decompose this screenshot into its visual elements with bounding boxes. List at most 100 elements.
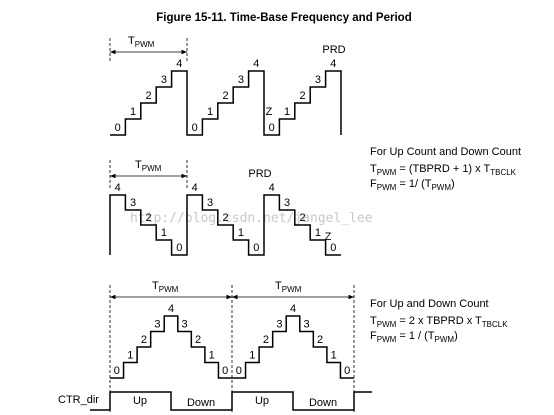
text-run: = (TBPRD + 1) x T [396, 163, 490, 175]
level-label: 4 [290, 303, 296, 315]
level-label: 3 [181, 319, 187, 331]
level-label: 0 [236, 365, 242, 377]
subscript: PWM [282, 285, 302, 294]
subscript: PWM [159, 285, 179, 294]
level-label: 0 [222, 365, 228, 377]
level-label: 0 [344, 365, 350, 377]
text-run: = 2 x TBPRD x T [396, 315, 482, 327]
level-label: 2 [222, 212, 228, 224]
text-run: T [152, 280, 159, 292]
level-label: 2 [299, 90, 305, 102]
zero-label: Z [325, 231, 332, 243]
ctr-dir-phase: Up [255, 395, 269, 407]
figure-title: Figure 15-11. Time-Base Frequency and Pe… [156, 12, 411, 24]
level-label: 1 [249, 350, 255, 362]
subscript: PWM [377, 183, 397, 192]
level-label: 4 [168, 303, 174, 315]
text-run: F [370, 330, 377, 342]
ctr-dir-label: CTR_dir [58, 394, 99, 406]
level-label: 3 [130, 197, 136, 209]
level-label: 2 [195, 334, 201, 346]
formula: FPWM = 1 / (TPWM) [370, 330, 458, 344]
text-run: T [128, 35, 135, 47]
level-label: 3 [303, 319, 309, 331]
period-label: TPWM [135, 159, 162, 173]
level-label: 0 [114, 365, 120, 377]
text-run: = 1 / (T [396, 330, 434, 342]
down-count-wave [109, 194, 341, 256]
text-run: = 1/ (T [396, 178, 431, 190]
level-label: 1 [127, 350, 133, 362]
text-run: T [370, 315, 377, 327]
subscript: PWM [135, 40, 155, 49]
level-label: 1 [209, 350, 215, 362]
level-label: 4 [269, 182, 275, 194]
period-label: TPWM [128, 35, 155, 49]
level-label: 1 [315, 227, 321, 239]
zero-label: Z [266, 106, 273, 118]
ctr-dir-phase: Down [309, 397, 337, 409]
level-label: 4 [192, 182, 198, 194]
text-run: T [275, 280, 282, 292]
level-label: 0 [115, 122, 121, 134]
level-label: 1 [130, 106, 136, 118]
text-run: ) [451, 178, 455, 190]
level-label: 1 [238, 227, 244, 239]
formula: TPWM = (TBPRD + 1) x TTBCLK [370, 163, 517, 177]
period-label: TPWM [152, 280, 179, 294]
level-label: 1 [284, 106, 290, 118]
level-label: 3 [284, 197, 290, 209]
subscript: TBCLK [490, 168, 516, 177]
formula: FPWM = 1/ (TPWM) [370, 178, 455, 192]
level-label: 0 [253, 242, 259, 254]
subscript: PWM [142, 164, 162, 173]
text-run: F [370, 178, 377, 190]
note-heading: For Up and Down Count [370, 298, 489, 310]
level-label: 3 [154, 319, 160, 331]
level-label: 2 [317, 334, 323, 346]
subscript: PWM [431, 183, 451, 192]
level-label: 4 [115, 182, 121, 194]
level-label: 3 [207, 197, 213, 209]
period-label: TPWM [275, 280, 302, 294]
level-label: 2 [145, 90, 151, 102]
ctr-dir-phase: Down [187, 397, 215, 409]
formula: TPWM = 2 x TBPRD x TTBCLK [370, 315, 508, 329]
subscript: PWM [377, 168, 397, 177]
level-label: 2 [263, 334, 269, 346]
text-run: T [370, 163, 377, 175]
subscript: PWM [435, 335, 455, 344]
level-label: 0 [176, 242, 182, 254]
level-label: 4 [253, 58, 259, 70]
subscript: PWM [377, 335, 397, 344]
up-count-wave [110, 70, 342, 136]
ctr-dir-phase: Up [133, 395, 147, 407]
level-label: 1 [331, 350, 337, 362]
subscript: PWM [377, 320, 397, 329]
level-label: 2 [222, 90, 228, 102]
level-label: 2 [141, 334, 147, 346]
up-down-wave [110, 315, 354, 379]
level-label: 0 [192, 122, 198, 134]
level-label: 3 [315, 74, 321, 86]
text-run: T [135, 159, 142, 171]
level-label: 3 [276, 319, 282, 331]
level-label: 1 [161, 227, 167, 239]
watermark: http://blog.csdn.net/jangel_lee [130, 211, 373, 226]
ctr-dir-wave [90, 391, 372, 411]
level-label: 1 [207, 106, 213, 118]
level-label: 0 [269, 122, 275, 134]
text-run: ) [454, 330, 458, 342]
note-heading: For Up Count and Down Count [370, 146, 521, 158]
level-label: 4 [176, 58, 182, 70]
prd-label: PRD [248, 168, 271, 180]
level-label: 3 [161, 74, 167, 86]
prd-label: PRD [322, 44, 345, 56]
subscript: TBCLK [482, 320, 508, 329]
level-label: 4 [330, 58, 336, 70]
level-label: 2 [145, 212, 151, 224]
level-label: 3 [238, 74, 244, 86]
level-label: 2 [299, 212, 305, 224]
level-label: 0 [330, 242, 336, 254]
